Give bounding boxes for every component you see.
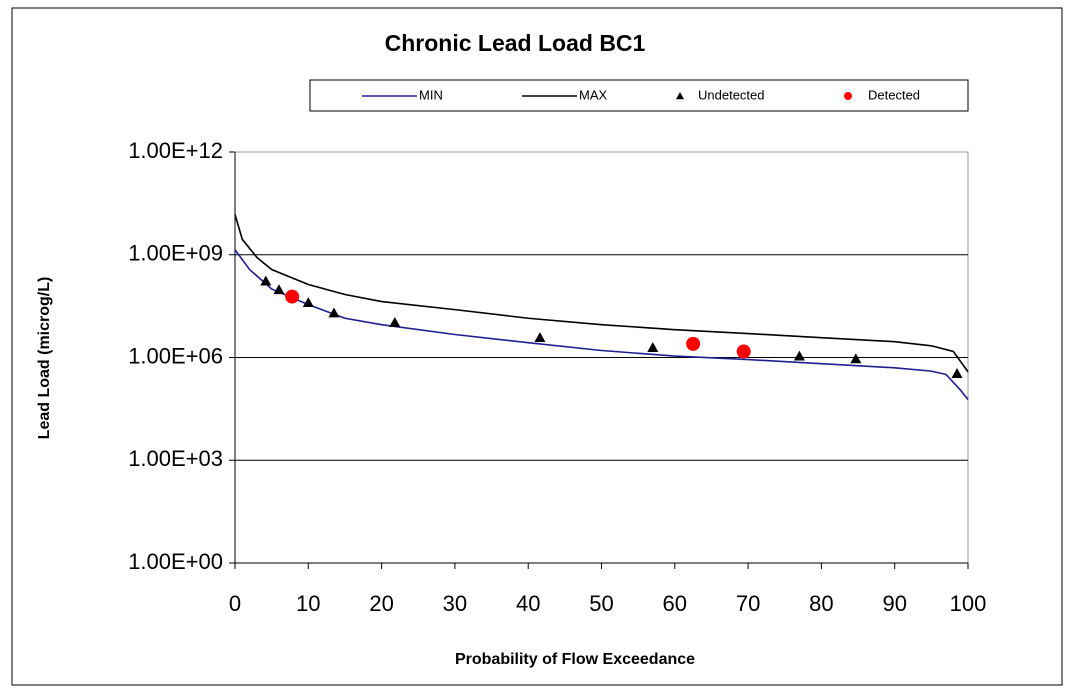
legend-swatch [844, 92, 852, 100]
legend-label: MAX [579, 87, 608, 102]
y-tick-label: 1.00E+09 [128, 241, 223, 266]
undetected-point [793, 350, 805, 361]
undetected-point [850, 353, 862, 364]
series-line [234, 214, 969, 373]
x-tick-label: 40 [516, 591, 540, 616]
detected-point [736, 344, 751, 359]
x-tick-label: 20 [369, 591, 393, 616]
undetected-point [302, 297, 314, 308]
chart-title: Chronic Lead Load BC1 [385, 30, 646, 56]
undetected-point [273, 284, 285, 295]
x-tick-label: 0 [229, 591, 241, 616]
undetected-point [260, 275, 272, 286]
x-tick-label: 30 [443, 591, 467, 616]
legend-label: MIN [419, 87, 443, 102]
undetected-point [389, 317, 401, 327]
undetected-point [951, 368, 963, 378]
y-tick-label: 1.00E+03 [128, 446, 223, 471]
y-tick-label: 1.00E+00 [128, 549, 223, 574]
legend-label: Detected [868, 87, 920, 102]
detected-point [285, 289, 300, 304]
y-tick-label: 1.00E+12 [128, 138, 223, 163]
x-tick-label: 10 [296, 591, 320, 616]
x-tick-label: 90 [882, 591, 906, 616]
x-tick-label: 50 [589, 591, 613, 616]
legend-box [309, 79, 969, 112]
undetected-point [328, 307, 340, 318]
detected-point [686, 336, 701, 351]
x-tick-label: 80 [809, 591, 833, 616]
y-tick-label: 1.00E+06 [128, 343, 223, 368]
x-tick-label: 60 [663, 591, 687, 616]
y-axis-label: Lead Load (microg/L) [36, 277, 53, 440]
chart-frame [11, 7, 1063, 686]
undetected-point [647, 342, 659, 352]
x-tick-label: 70 [736, 591, 760, 616]
legend-label: Undetected [698, 87, 765, 102]
undetected-point [534, 332, 546, 343]
legend-swatch [676, 92, 684, 100]
x-tick-label: 100 [950, 591, 987, 616]
x-axis-label: Probability of Flow Exceedance [455, 651, 695, 668]
